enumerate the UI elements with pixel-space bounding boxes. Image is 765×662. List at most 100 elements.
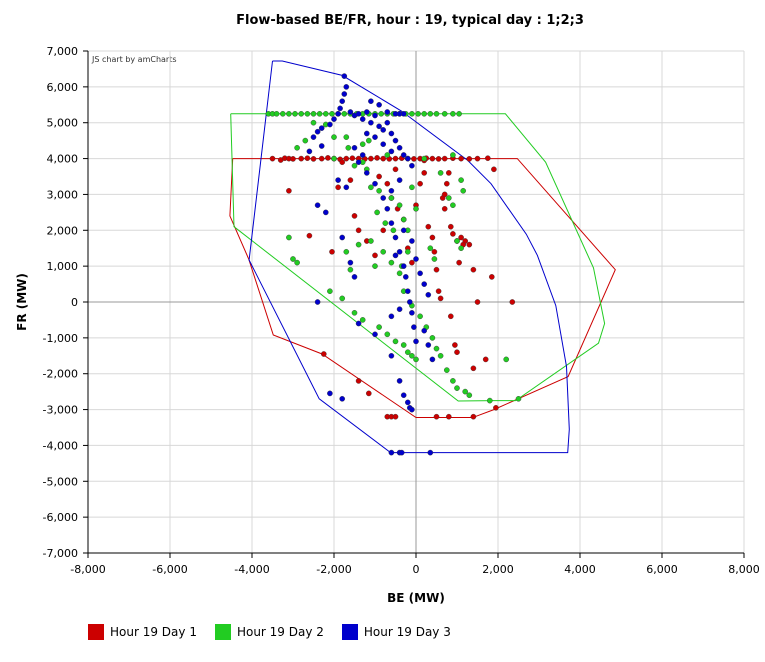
data-point-series-3	[404, 155, 411, 162]
legend-item-series-3[interactable]: Hour 19 Day 3	[341, 624, 451, 640]
data-point-series-2	[322, 111, 329, 117]
data-point-series-2	[445, 195, 452, 201]
data-point-series-2	[292, 111, 298, 117]
data-point-series-2	[413, 205, 419, 212]
data-point-series-3	[409, 309, 415, 316]
data-point-series-1	[290, 156, 296, 162]
chart-credit[interactable]: JS chart by amCharts	[91, 55, 177, 64]
data-point-series-1	[384, 180, 391, 187]
data-point-series-3	[343, 184, 350, 191]
data-point-series-1	[380, 155, 387, 162]
legend-item-series-2[interactable]: Hour 19 Day 2	[214, 624, 324, 640]
data-point-series-2	[279, 111, 286, 117]
data-point-series-2	[376, 324, 382, 330]
data-point-series-2	[298, 111, 305, 117]
data-point-series-3	[368, 119, 374, 126]
data-point-series-3	[372, 112, 378, 119]
data-point-series-2	[450, 111, 456, 117]
legend-swatch	[88, 624, 104, 640]
data-point-series-3	[331, 116, 337, 122]
data-point-series-3	[400, 111, 407, 117]
legend-item-series-1[interactable]: Hour 19 Day 1	[88, 624, 197, 640]
data-point-series-2	[462, 388, 469, 395]
data-point-series-1	[441, 155, 448, 162]
data-point-series-1	[351, 213, 358, 219]
data-point-series-3	[368, 98, 374, 104]
data-point-series-3	[355, 159, 362, 165]
data-point-series-1	[450, 231, 456, 237]
data-point-series-2	[380, 248, 387, 255]
data-point-series-3	[404, 288, 411, 295]
data-point-series-1	[474, 299, 481, 305]
data-point-series-1	[437, 295, 444, 302]
data-point-series-3	[384, 109, 391, 115]
data-point-series-1	[441, 205, 448, 212]
data-point-series-3	[339, 234, 346, 241]
data-point-series-1	[421, 170, 428, 176]
data-point-series-1	[425, 223, 432, 230]
data-point-series-3	[427, 449, 434, 456]
data-point-series-3	[388, 352, 395, 359]
data-point-series-2	[388, 259, 395, 266]
data-point-series-1	[409, 259, 415, 266]
data-point-series-2	[343, 134, 350, 140]
domain-polygon-series-1	[229, 158, 616, 418]
data-point-series-1	[470, 413, 477, 420]
data-point-series-3	[347, 259, 354, 266]
data-point-series-1	[392, 166, 399, 173]
data-point-series-1	[447, 313, 454, 320]
data-point-series-2	[390, 227, 397, 234]
data-point-series-1	[441, 191, 448, 198]
data-point-series-1	[431, 248, 438, 255]
data-point-series-3	[417, 270, 423, 277]
y-axis-label: FR (MW)	[15, 273, 29, 331]
data-point-series-3	[376, 102, 382, 108]
data-point-series-1	[365, 390, 372, 397]
data-point-series-2	[515, 395, 522, 402]
data-point-series-2	[286, 234, 292, 241]
data-point-series-3	[429, 356, 436, 363]
data-point-series-2	[441, 111, 448, 117]
y-tick-label: 0	[71, 296, 78, 309]
data-point-series-3	[376, 123, 382, 130]
data-point-series-2	[466, 392, 473, 399]
x-axis-label: BE (MW)	[387, 591, 445, 605]
data-point-series-2	[359, 317, 366, 323]
data-point-series-3	[388, 148, 395, 155]
zero-lines	[88, 51, 744, 553]
data-point-series-3	[388, 220, 395, 226]
data-point-series-2	[427, 111, 434, 117]
data-point-series-2	[404, 349, 411, 356]
data-point-series-1	[392, 413, 399, 420]
data-point-series-3	[327, 390, 333, 397]
data-point-series-3	[421, 281, 428, 287]
data-point-series-2	[351, 309, 358, 316]
data-point-series-2	[437, 170, 444, 176]
data-point-series-1	[435, 288, 442, 295]
chart-title: Flow-based BE/FR, hour : 19, typical day…	[236, 13, 584, 28]
data-point-series-3	[355, 320, 362, 327]
data-point-series-2	[433, 111, 440, 117]
data-point-series-1	[411, 156, 417, 162]
data-point-series-1	[286, 187, 292, 194]
data-point-series-3	[372, 134, 378, 140]
data-point-series-3	[398, 449, 405, 456]
data-point-series-1	[380, 227, 387, 234]
data-point-series-3	[396, 144, 403, 151]
data-point-series-3	[339, 98, 346, 104]
data-point-series-2	[456, 111, 462, 117]
data-point-series-2	[294, 144, 300, 151]
y-tick-label: 2,000	[47, 224, 79, 237]
data-point-series-2	[400, 342, 407, 348]
data-point-series-3	[400, 392, 407, 399]
data-point-series-2	[372, 263, 378, 269]
data-point-series-1	[452, 342, 458, 348]
data-point-series-2	[409, 184, 415, 191]
data-point-series-2	[384, 331, 391, 338]
data-point-series-2	[382, 220, 389, 226]
data-point-series-2	[327, 288, 333, 295]
data-point-series-2	[384, 152, 391, 158]
data-point-series-2	[294, 259, 300, 266]
data-point-series-3	[400, 227, 407, 234]
data-point-series-1	[368, 155, 374, 162]
